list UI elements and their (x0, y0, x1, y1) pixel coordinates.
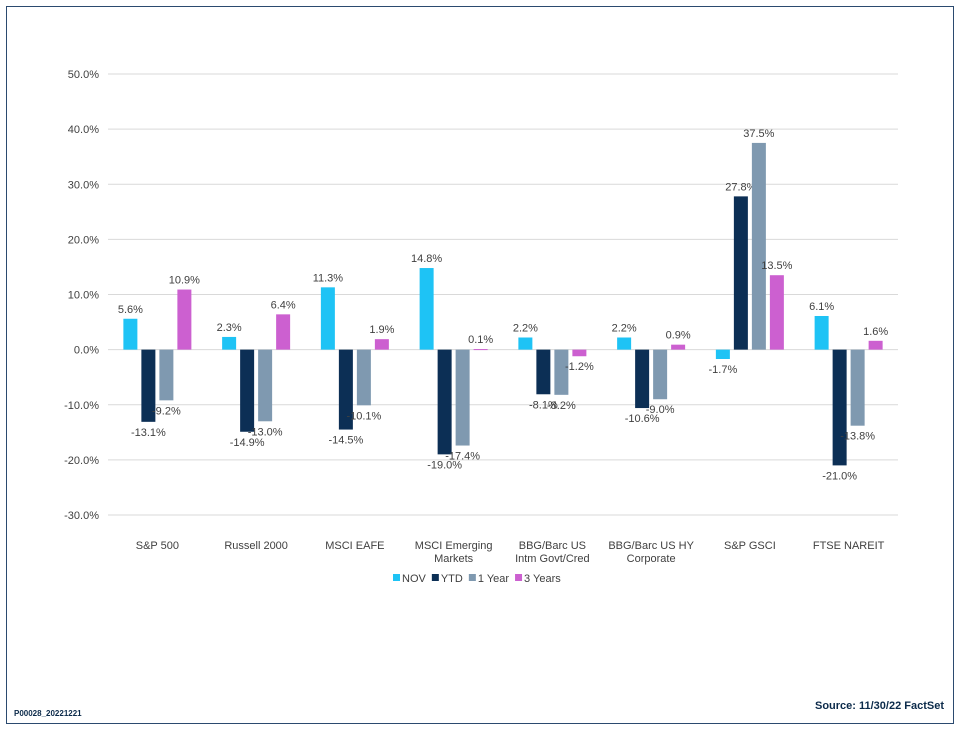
bar (320, 287, 335, 350)
bar (617, 337, 632, 350)
x-tick-label: S&P GSCI (724, 540, 776, 552)
x-tick-label: MSCI Emerging (415, 540, 493, 552)
x-tick-label: BBG/Barc US (519, 540, 586, 552)
bar (635, 349, 650, 409)
x-tick-label: Corporate (627, 553, 676, 565)
y-tick-label: 30.0% (68, 179, 99, 191)
bar (276, 314, 291, 350)
x-tick-label: Intm Govt/Cred (515, 553, 590, 565)
bar (222, 336, 237, 350)
data-label: 14.8% (411, 253, 442, 265)
data-label: -19.0% (427, 459, 462, 471)
legend-label: YTD (441, 573, 463, 585)
data-label: -13.0% (248, 426, 283, 438)
chart-frame (6, 6, 954, 724)
bar (554, 349, 569, 395)
x-tick-label: BBG/Barc US HY (608, 540, 694, 552)
bar (850, 349, 865, 426)
data-label: -10.1% (346, 410, 381, 422)
data-label: 10.9% (169, 275, 200, 287)
bar (455, 349, 470, 446)
bar (832, 349, 847, 466)
data-label: 6.1% (809, 301, 834, 313)
y-tick-label: -20.0% (64, 455, 99, 467)
bar (356, 349, 371, 406)
y-tick-label: 40.0% (68, 124, 99, 136)
source-note: Source: 11/30/22 FactSet (814, 700, 944, 712)
bar (715, 349, 730, 359)
document-code: P00028_20221221 (14, 709, 82, 718)
bar (159, 349, 174, 401)
data-label: -13.8% (840, 431, 875, 443)
x-tick-label: S&P 500 (136, 540, 179, 552)
bar (177, 289, 192, 350)
data-label: 2.3% (217, 322, 242, 334)
y-tick-label: 50.0% (68, 69, 99, 81)
bar (473, 349, 488, 351)
data-label: 11.3% (313, 272, 344, 284)
y-tick-label: 10.0% (68, 290, 99, 302)
legend-swatch (515, 574, 523, 581)
data-label: 0.1% (468, 334, 493, 346)
data-label: 27.8% (725, 181, 756, 193)
data-label: -9.2% (152, 405, 181, 417)
bar (258, 349, 273, 422)
bar (653, 349, 668, 400)
bar (141, 349, 156, 422)
x-tick-label: MSCI EAFE (325, 540, 384, 552)
data-label: 1.9% (369, 324, 394, 336)
bar (671, 344, 686, 350)
y-tick-label: 0.0% (74, 345, 99, 357)
bar (240, 349, 255, 432)
data-label: 0.9% (666, 330, 691, 342)
legend-swatch (468, 574, 476, 581)
data-label: 2.2% (612, 322, 637, 334)
legend-swatch (393, 574, 400, 581)
bar (536, 349, 551, 395)
data-label: -1.7% (709, 364, 738, 376)
bar (419, 268, 434, 350)
legend-label: 3 Years (524, 573, 561, 585)
x-tick-label: Russell 2000 (224, 540, 288, 552)
bar (518, 337, 533, 350)
bar (123, 318, 138, 350)
bar (572, 349, 587, 357)
y-tick-label: 20.0% (68, 234, 99, 246)
bar (751, 142, 766, 350)
y-tick-label: -10.0% (64, 400, 99, 412)
data-label: -14.5% (328, 435, 363, 447)
data-label: 1.6% (863, 326, 888, 338)
x-tick-label: Markets (434, 553, 474, 565)
data-label: -13.1% (131, 427, 166, 439)
bar (338, 349, 353, 430)
legend-swatch (431, 574, 439, 581)
bar (814, 315, 829, 350)
data-label: -9.0% (646, 404, 675, 416)
bar (733, 196, 748, 350)
legend-label: NOV (402, 573, 427, 585)
data-label: 5.6% (118, 304, 143, 316)
y-tick-label: -30.0% (64, 510, 99, 522)
data-label: -14.9% (230, 437, 265, 449)
data-label: 13.5% (761, 260, 792, 272)
data-label: -1.2% (565, 361, 594, 373)
data-label: -8.1% (529, 399, 558, 411)
data-label: -21.0% (822, 470, 857, 482)
data-label: 6.4% (271, 299, 296, 311)
x-tick-label: FTSE NAREIT (813, 540, 885, 552)
legend-label: 1 Year (478, 573, 510, 585)
data-label: -8.2% (547, 400, 576, 412)
bar (769, 275, 784, 350)
data-label: 37.5% (743, 128, 774, 140)
data-label: 2.2% (513, 322, 538, 334)
data-label: -17.4% (445, 451, 480, 463)
bar (374, 339, 389, 350)
bar (437, 349, 452, 455)
data-label: -10.6% (625, 413, 660, 425)
bar (868, 340, 883, 350)
